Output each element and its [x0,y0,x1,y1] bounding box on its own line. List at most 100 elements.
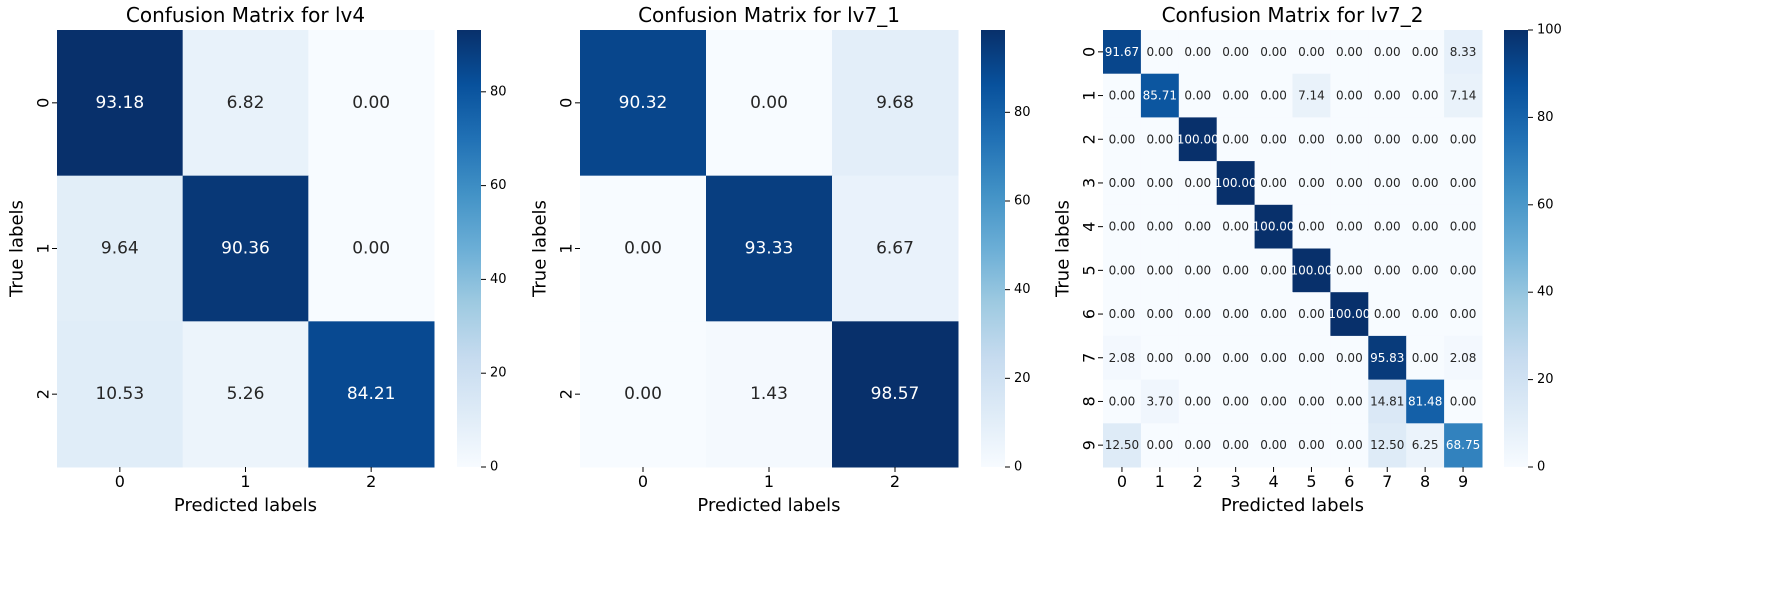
cell-value-label: 0.00 [1222,89,1249,103]
cell-value-label: 0.00 [352,93,390,113]
cell-value-label: 0.00 [1109,176,1136,190]
heatmap-cell [1103,423,1142,468]
y-tick-label: 9 [1080,440,1099,450]
cell-value-label: 93.18 [95,93,144,113]
heatmap-cell [1103,379,1142,424]
heatmap-cell [1292,423,1331,468]
y-tick-label: 8 [1080,396,1099,406]
x-tick-label: 2 [366,472,376,491]
cell-value-label: 12.50 [1105,438,1139,452]
heatmap-cell [308,175,435,322]
heatmap-cell [1178,117,1218,162]
colorbar-tick-label: 0 [1014,460,1022,475]
heatmap-cell [1254,161,1293,206]
cell-value-label: 0.00 [1146,45,1173,59]
heatmap-cell [1216,161,1256,206]
heatmap-cell [57,30,184,177]
y-tick-label: 0 [557,98,576,108]
cell-value-label: 0.00 [1222,45,1249,59]
y-tick-label: 7 [1080,353,1099,363]
y-tick-label: 1 [557,243,576,253]
heatmap-cell [1103,30,1142,75]
heatmap-cell [832,30,959,177]
heatmap-cell [1368,30,1407,75]
heatmap-cell [1103,204,1142,249]
heatmap-cell [1292,379,1331,424]
heatmap-cell [580,321,707,468]
cell-value-label: 0.00 [1412,307,1439,321]
cell-value-label: 95.83 [1370,351,1404,365]
heatmap-cell [1178,73,1218,118]
heatmap-cell [580,175,707,322]
cell-value-label: 0.00 [1260,176,1287,190]
cell-value-label: 0.00 [1184,263,1211,277]
colorbar-tick-label: 20 [1537,372,1554,387]
heatmap-cell [308,30,435,177]
y-tick-label: 4 [1080,222,1099,232]
heatmap-cell [1103,292,1142,337]
cell-value-label: 0.00 [1222,220,1249,234]
heatmap-cell [1178,248,1218,293]
heatmap-cell [1103,335,1142,381]
colorbar [457,30,481,467]
colorbar-tick-label: 20 [1014,371,1031,386]
cell-value-label: 0.00 [1412,89,1439,103]
heatmap-cell [1140,248,1180,293]
heatmap-cell [1330,204,1369,249]
colorbar-tick-label: 40 [1014,282,1031,297]
cell-value-label: 0.00 [1336,176,1363,190]
cell-value-label: 0.00 [1260,307,1287,321]
heatmap-cell [1444,423,1483,468]
cell-value-label: 0.00 [1412,263,1439,277]
heatmap-cell [1292,117,1331,162]
cell-value-label: 0.00 [1109,132,1136,146]
y-tick-label: 2 [34,389,53,399]
heatmap-cell [1254,204,1293,249]
cell-value-label: 0.00 [1298,220,1325,234]
colorbar-tick-label: 80 [490,84,507,99]
cell-value-label: 0.00 [1109,220,1136,234]
cell-value-label: 0.00 [1412,176,1439,190]
cell-value-label: 68.75 [1446,438,1480,452]
heatmap-cell [1406,204,1445,249]
heatmap-panel-0: 93.18 6.82 0.00 9.64 90.36 0.00 10.53 5.26 84.21… [7,3,507,516]
cell-value-label: 0.00 [1450,263,1477,277]
cell-value-label: 0.00 [1184,307,1211,321]
x-tick-label: 1 [240,472,250,491]
cell-value-label: 0.00 [624,239,662,259]
y-tick-label: 1 [34,243,53,253]
cell-value-label: 84.21 [347,384,396,404]
cell-value-label: 6.82 [227,93,265,113]
heatmap-cell [1368,117,1407,162]
heatmap-cell [580,30,707,177]
heatmap-cell [1444,30,1483,75]
cell-value-label: 0.00 [1450,394,1477,408]
cell-value-label: 8.33 [1450,45,1477,59]
cell-value-label: 0.00 [1336,351,1363,365]
heatmap-cell [1178,423,1218,468]
cell-value-label: 0.00 [1336,220,1363,234]
x-tick-label: 0 [1117,472,1127,491]
heatmap-cell [1330,379,1369,424]
cell-value-label: 6.25 [1412,438,1439,452]
heatmap-cell [1216,73,1256,118]
heatmap-cell [1330,423,1369,468]
cell-value-label: 0.00 [1260,263,1287,277]
cell-value-label: 0.00 [1374,263,1401,277]
cell-value-label: 0.00 [1222,394,1249,408]
heatmap-cell [1178,30,1218,75]
y-tick-label: 0 [1080,47,1099,57]
y-tick-label: 2 [557,389,576,399]
cell-value-label: 90.32 [619,93,668,113]
heatmap-cell [1216,423,1256,468]
heatmap-cell [1444,204,1483,249]
colorbar [981,30,1005,467]
cell-value-label: 0.00 [1298,176,1325,190]
heatmap-cell [1406,161,1445,206]
heatmap-cell [1254,73,1293,118]
heatmap-cell [1330,30,1369,75]
cell-value-label: 0.00 [1374,89,1401,103]
heatmap-cell [1444,73,1483,118]
cell-value-label: 81.48 [1408,394,1442,408]
y-tick-label: 1 [1080,90,1099,100]
